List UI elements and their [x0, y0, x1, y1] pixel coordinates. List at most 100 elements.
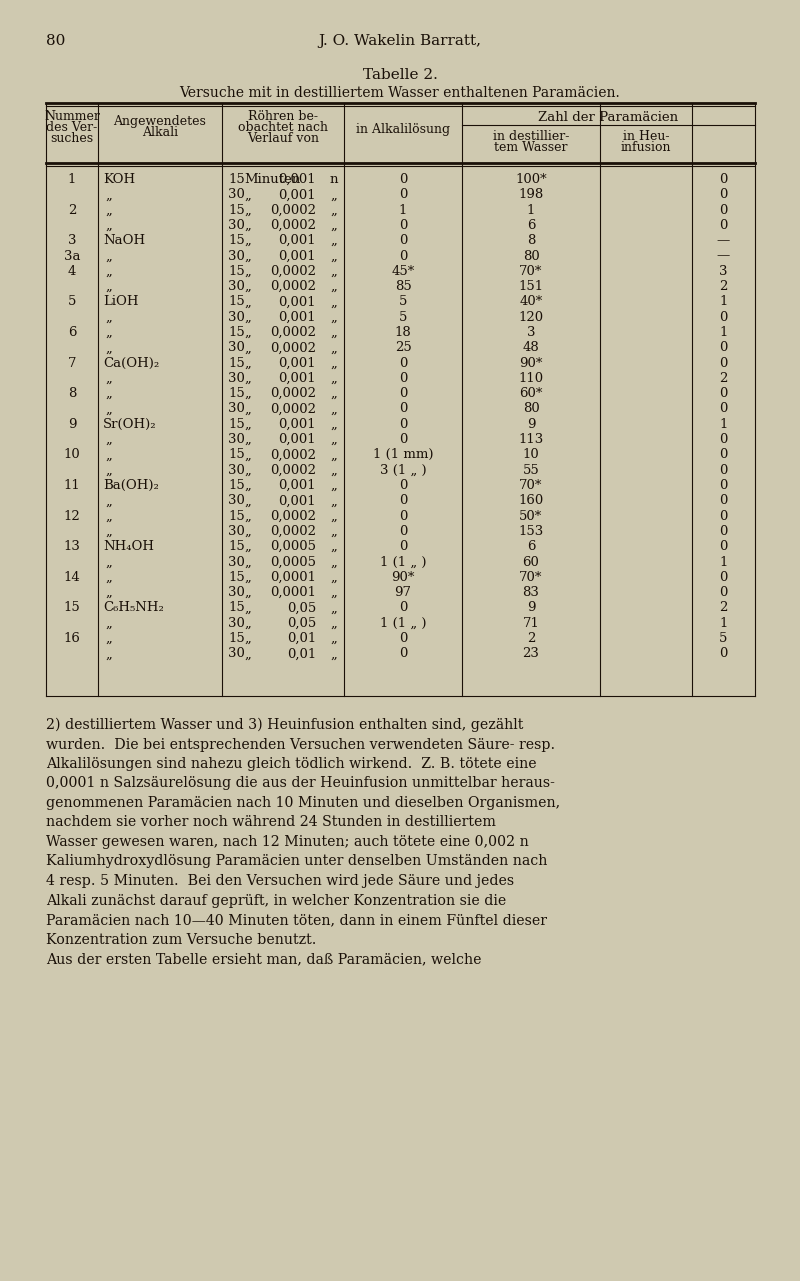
- Text: 5: 5: [399, 296, 407, 309]
- Text: Sr(OH)₂: Sr(OH)₂: [103, 418, 157, 430]
- Text: „: „: [330, 464, 337, 477]
- Text: 113: 113: [518, 433, 544, 446]
- Text: 3a: 3a: [64, 250, 80, 263]
- Text: 0: 0: [399, 601, 407, 615]
- Text: „: „: [244, 601, 250, 615]
- Text: Alkali: Alkali: [142, 126, 178, 140]
- Text: „: „: [330, 632, 337, 646]
- Text: 0: 0: [399, 173, 407, 186]
- Text: n: n: [330, 173, 338, 186]
- Text: 4 resp. 5 Minuten.  Bei den Versuchen wird jede Säure und jedes: 4 resp. 5 Minuten. Bei den Versuchen wir…: [46, 874, 514, 888]
- Text: 45*: 45*: [391, 265, 414, 278]
- Text: 8: 8: [527, 234, 535, 247]
- Text: 15: 15: [228, 448, 245, 461]
- Text: 6: 6: [526, 219, 535, 232]
- Text: „: „: [330, 494, 337, 507]
- Text: 23: 23: [522, 647, 539, 660]
- Text: 0,0002: 0,0002: [270, 325, 316, 339]
- Text: „: „: [105, 204, 112, 216]
- Text: „: „: [105, 464, 112, 477]
- Text: 0,0005: 0,0005: [270, 541, 316, 553]
- Text: „: „: [244, 433, 250, 446]
- Text: 0,001: 0,001: [278, 433, 316, 446]
- Text: 15: 15: [228, 296, 245, 309]
- Text: „: „: [244, 448, 250, 461]
- Text: 0,0002: 0,0002: [270, 525, 316, 538]
- Text: „: „: [105, 647, 112, 660]
- Text: Konzentration zum Versuche benutzt.: Konzentration zum Versuche benutzt.: [46, 933, 316, 947]
- Text: „: „: [105, 371, 112, 384]
- Text: „: „: [330, 204, 337, 216]
- Text: „: „: [105, 387, 112, 400]
- Text: „: „: [244, 541, 250, 553]
- Text: Ca(OH)₂: Ca(OH)₂: [103, 356, 159, 370]
- Text: tem Wasser: tem Wasser: [494, 141, 568, 154]
- Text: 0,0002: 0,0002: [270, 204, 316, 216]
- Text: 80: 80: [522, 250, 539, 263]
- Text: „: „: [105, 556, 112, 569]
- Text: 0,0002: 0,0002: [270, 448, 316, 461]
- Text: „: „: [105, 433, 112, 446]
- Text: „: „: [330, 250, 337, 263]
- Text: 0: 0: [399, 402, 407, 415]
- Text: 0: 0: [719, 479, 728, 492]
- Text: 80: 80: [46, 35, 66, 47]
- Text: 48: 48: [522, 341, 539, 355]
- Text: „: „: [244, 525, 250, 538]
- Text: 30: 30: [228, 341, 245, 355]
- Text: 71: 71: [522, 616, 539, 630]
- Text: „: „: [330, 371, 337, 384]
- Text: 0: 0: [719, 464, 728, 477]
- Text: 7: 7: [68, 356, 76, 370]
- Text: „: „: [105, 219, 112, 232]
- Text: 80: 80: [522, 402, 539, 415]
- Text: 30: 30: [228, 219, 245, 232]
- Text: 0,0002: 0,0002: [270, 219, 316, 232]
- Text: 6: 6: [526, 541, 535, 553]
- Text: 2: 2: [527, 632, 535, 646]
- Text: 0: 0: [399, 433, 407, 446]
- Text: „: „: [105, 341, 112, 355]
- Text: „: „: [105, 587, 112, 600]
- Text: „: „: [244, 250, 250, 263]
- Text: Röhren be-: Röhren be-: [248, 110, 318, 123]
- Text: 0,001: 0,001: [278, 250, 316, 263]
- Text: „: „: [330, 188, 337, 201]
- Text: infusion: infusion: [621, 141, 671, 154]
- Text: 10: 10: [522, 448, 539, 461]
- Text: Wasser gewesen waren, nach 12 Minuten; auch tötete eine 0,002 n: Wasser gewesen waren, nach 12 Minuten; a…: [46, 835, 529, 849]
- Text: 16: 16: [63, 632, 81, 646]
- Text: 5: 5: [399, 311, 407, 324]
- Text: 0,001: 0,001: [278, 494, 316, 507]
- Text: „: „: [330, 281, 337, 293]
- Text: „: „: [244, 418, 250, 430]
- Text: „: „: [244, 587, 250, 600]
- Text: Aus der ersten Tabelle ersieht man, daß Paramäcien, welche: Aus der ersten Tabelle ersieht man, daß …: [46, 952, 482, 966]
- Text: 70*: 70*: [519, 571, 542, 584]
- Text: „: „: [105, 188, 112, 201]
- Text: 0: 0: [719, 510, 728, 523]
- Text: 0: 0: [719, 433, 728, 446]
- Text: 0: 0: [719, 311, 728, 324]
- Text: „: „: [244, 371, 250, 384]
- Text: „: „: [244, 188, 250, 201]
- Text: 15: 15: [228, 479, 245, 492]
- Text: „: „: [330, 234, 337, 247]
- Text: 90*: 90*: [519, 356, 542, 370]
- Text: „: „: [244, 356, 250, 370]
- Text: C₆H₅NH₂: C₆H₅NH₂: [103, 601, 164, 615]
- Text: Paramäcien nach 10—40 Minuten töten, dann in einem Fünftel dieser: Paramäcien nach 10—40 Minuten töten, dan…: [46, 913, 547, 927]
- Text: 0,0002: 0,0002: [270, 281, 316, 293]
- Text: 0,0002: 0,0002: [270, 341, 316, 355]
- Text: 0,01: 0,01: [286, 647, 316, 660]
- Text: 30: 30: [228, 281, 245, 293]
- Text: 3: 3: [719, 265, 728, 278]
- Text: 15: 15: [64, 601, 80, 615]
- Text: 1: 1: [527, 204, 535, 216]
- Text: 5: 5: [719, 632, 728, 646]
- Text: 5: 5: [68, 296, 76, 309]
- Text: „: „: [244, 556, 250, 569]
- Text: 0,001: 0,001: [278, 188, 316, 201]
- Text: 0: 0: [399, 188, 407, 201]
- Text: „: „: [244, 204, 250, 216]
